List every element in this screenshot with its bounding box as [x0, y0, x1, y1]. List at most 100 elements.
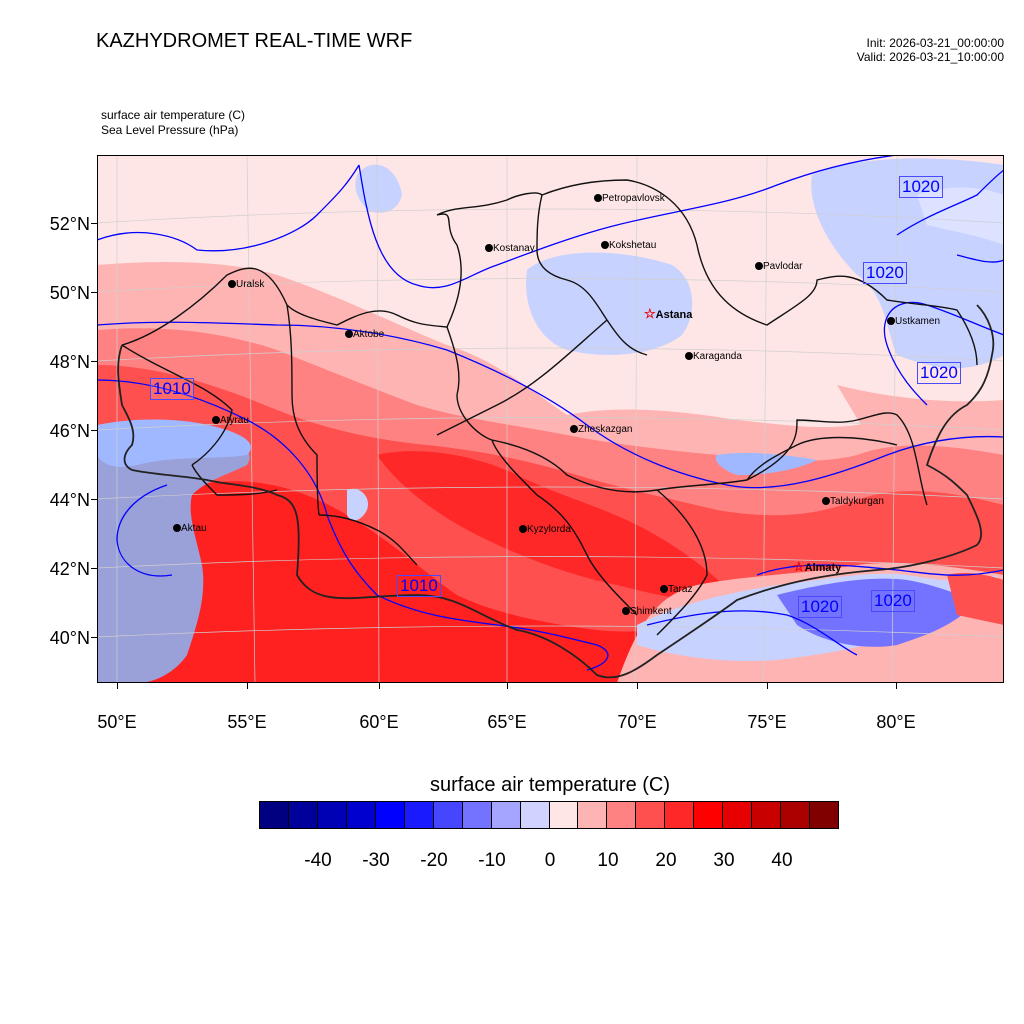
city-taraz: Taraz	[660, 584, 692, 595]
city-astana: ☆Astana	[644, 306, 692, 322]
map-frame	[97, 155, 1004, 683]
city-label: Uralsk	[236, 279, 265, 290]
city-uralsk: Uralsk	[228, 279, 264, 290]
lat-label: 40°N	[49, 628, 90, 648]
city-dot-icon	[594, 194, 602, 203]
colorbar-swatch	[287, 802, 317, 828]
city-atyrau: Atyrau	[212, 415, 249, 426]
city-taldykurgan: Taldykurgan	[822, 496, 884, 507]
isobar-label: 1010	[397, 575, 441, 597]
colorbar-tick-label: 30	[713, 850, 735, 871]
city-aktau: Aktau	[173, 523, 207, 534]
isobar-label: 1020	[917, 362, 961, 384]
city-aktobe: Aktobe	[345, 329, 384, 340]
city-karaganda: Karaganda	[685, 351, 742, 362]
colorbar-swatch	[635, 802, 665, 828]
country-border	[117, 304, 995, 679]
colorbar	[259, 801, 839, 829]
city-dot-icon	[622, 607, 630, 616]
temp-cold-patch-astana	[526, 252, 693, 355]
colorbar-swatch	[374, 802, 404, 828]
city-label: Pavlodar	[763, 261, 803, 272]
colorbar-swatch	[519, 802, 549, 828]
capital-star-icon: ☆	[793, 559, 805, 574]
colorbar-swatch	[548, 802, 578, 828]
colorbar-tick-label: -10	[478, 850, 506, 871]
city-label: Almaty	[804, 562, 842, 574]
city-label: Aktau	[181, 523, 207, 534]
city-label: Kokshetau	[609, 240, 657, 251]
isobar-label: 1020	[798, 596, 842, 618]
city-dot-icon	[570, 425, 578, 434]
city-dot-icon	[228, 280, 236, 289]
city-label: Petropavlovsk	[602, 193, 665, 204]
caspian-sea	[97, 424, 250, 683]
colorbar-tick-label: -40	[304, 850, 332, 871]
temp-cold-patch	[355, 164, 402, 213]
city-dot-icon	[173, 524, 181, 533]
colorbar-title: surface air temperature (C)	[429, 774, 671, 796]
capital-star-icon: ☆	[644, 306, 656, 321]
lat-label: 52°N	[49, 214, 90, 234]
city-kostanay: Kostanay	[485, 243, 535, 254]
colorbar-swatch	[751, 802, 781, 828]
city-dot-icon	[519, 525, 527, 534]
city-zheskazgan: Zheskazgan	[570, 424, 632, 435]
city-dot-icon	[601, 241, 609, 250]
isobar-label: 1020	[871, 590, 915, 612]
city-label: Kostanay	[493, 243, 535, 254]
city-label: Atyrau	[220, 415, 249, 426]
city-almaty: ☆Almaty	[793, 559, 841, 575]
colorbar-swatch	[461, 802, 491, 828]
city-dot-icon	[887, 317, 895, 326]
lon-label: 65°E	[487, 712, 527, 732]
field-label-pressure: Sea Level Pressure (hPa)	[101, 123, 239, 137]
city-label: Taraz	[668, 584, 693, 595]
colorbar-swatch	[809, 802, 839, 828]
city-ustkamen: Ustkamen	[887, 316, 940, 327]
colorbar-tick-label: 40	[771, 850, 793, 871]
lon-label: 60°E	[359, 712, 399, 732]
colorbar-swatch	[577, 802, 607, 828]
city-label: Ustkamen	[895, 316, 941, 327]
colorbar-swatch	[490, 802, 520, 828]
city-label: Shimkent	[630, 606, 672, 617]
weather-map	[97, 155, 1004, 683]
city-pavlodar: Pavlodar	[755, 261, 802, 272]
colorbar-swatch	[722, 802, 752, 828]
city-dot-icon	[822, 497, 830, 506]
colorbar-swatch	[432, 802, 462, 828]
colorbar-tick-label: -30	[362, 850, 390, 871]
colorbar-swatch	[403, 802, 433, 828]
city-dot-icon	[660, 585, 668, 594]
lat-label: 50°N	[49, 283, 90, 303]
lon-label: 70°E	[617, 712, 657, 732]
city-kokshetau: Kokshetau	[601, 240, 656, 251]
city-label: Aktobe	[353, 329, 385, 340]
lon-label: 80°E	[876, 712, 916, 732]
colorbar-tick-label: -20	[420, 850, 448, 871]
city-dot-icon	[685, 352, 693, 361]
lon-label: 50°E	[97, 712, 137, 732]
city-shimkent: Shimkent	[622, 606, 672, 617]
city-dot-icon	[345, 330, 353, 339]
lat-label: 46°N	[49, 421, 90, 441]
aral-sea	[347, 488, 368, 521]
colorbar-swatch	[345, 802, 375, 828]
city-label: Karaganda	[693, 351, 742, 362]
lat-label: 42°N	[49, 559, 90, 579]
lon-label: 75°E	[747, 712, 787, 732]
colorbar-swatch	[693, 802, 723, 828]
city-label: Zheskazgan	[578, 424, 633, 435]
init-time: Init: 2026-03-21_00:00:00	[866, 36, 1004, 50]
city-label: Astana	[655, 309, 693, 321]
isobar-label: 1020	[899, 176, 943, 198]
city-petropavlovsk: Petropavlovsk	[594, 193, 665, 204]
lat-label: 44°N	[49, 490, 90, 510]
colorbar-swatch	[260, 802, 288, 828]
city-dot-icon	[755, 262, 763, 271]
city-dot-icon	[485, 244, 493, 253]
valid-time: Valid: 2026-03-21_10:00:00	[856, 50, 1004, 64]
